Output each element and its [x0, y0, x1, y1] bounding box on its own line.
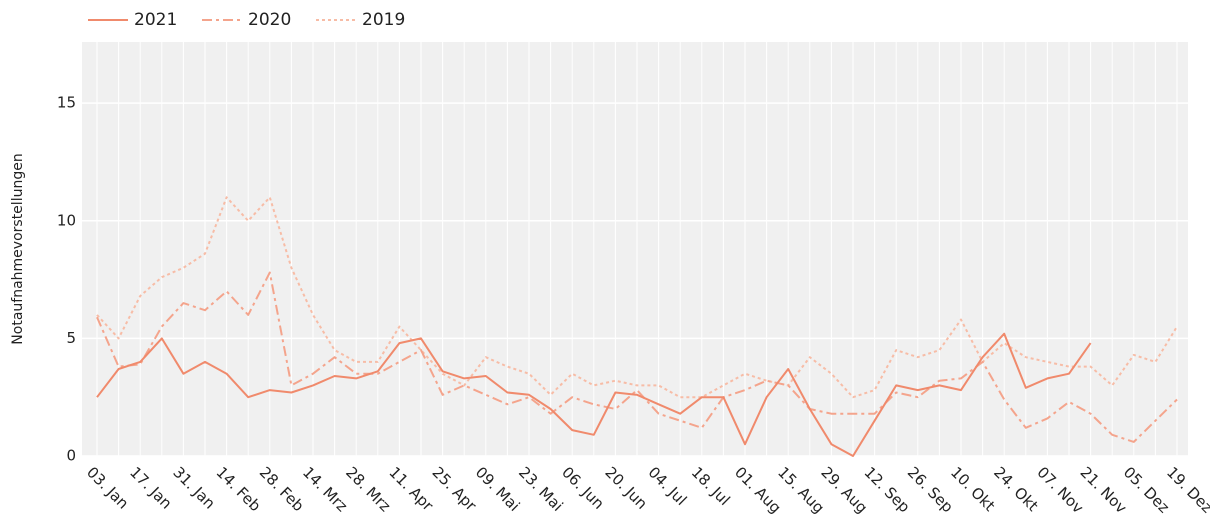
y-axis-label: Notaufnahmevorstellungen — [10, 153, 26, 344]
x-tick-label: 01. Aug — [731, 463, 785, 517]
x-tick-label: 25. Apr — [429, 463, 481, 515]
x-tick-label: 31. Jan — [169, 463, 218, 512]
x-tick-label: 14. Feb — [213, 463, 265, 515]
y-tick-label: 15 — [57, 94, 76, 112]
x-tick-label: 12. Sep — [861, 463, 914, 516]
legend-label: 2021 — [134, 10, 177, 30]
x-tick-label: 17. Jan — [126, 463, 175, 512]
x-tick-label: 28. Mrz — [342, 463, 394, 515]
plot-area — [82, 42, 1188, 456]
legend-label: 2020 — [248, 10, 291, 30]
x-tick-label: 23. Mai — [515, 463, 567, 515]
x-tick-label: 04. Jul — [645, 463, 691, 509]
x-tick-label: 24. Okt — [990, 463, 1042, 515]
x-tick-label: 07. Nov — [1033, 463, 1087, 517]
x-tick-label: 09. Mai — [472, 463, 524, 515]
x-tick-label: 19. Dez — [1163, 463, 1210, 516]
x-tick-label: 11. Apr — [385, 463, 437, 515]
series-line — [96, 332, 1092, 457]
legend-label: 2019 — [362, 10, 405, 30]
series-line — [96, 196, 1178, 399]
x-tick-label: 26. Sep — [904, 463, 957, 516]
series-line — [96, 271, 1178, 443]
x-tick-label: 06. Jun — [558, 463, 608, 513]
x-tick-label: 29. Aug — [817, 463, 871, 517]
x-tick-label: 21. Nov — [1077, 463, 1131, 517]
y-tick-label: 0 — [66, 447, 76, 465]
x-tick-label: 15. Aug — [774, 463, 828, 517]
y-tick-label: 5 — [66, 329, 76, 347]
x-tick-label: 14. Mrz — [299, 463, 351, 515]
x-tick-label: 18. Jul — [688, 463, 734, 509]
x-tick-label: 28. Feb — [256, 463, 308, 515]
x-tick-label: 03. Jan — [83, 463, 132, 512]
y-tick-label: 10 — [57, 211, 76, 229]
x-tick-label: 10. Okt — [947, 463, 999, 515]
x-tick-label: 05. Dez — [1120, 463, 1173, 516]
x-tick-label: 20. Jun — [601, 463, 651, 513]
